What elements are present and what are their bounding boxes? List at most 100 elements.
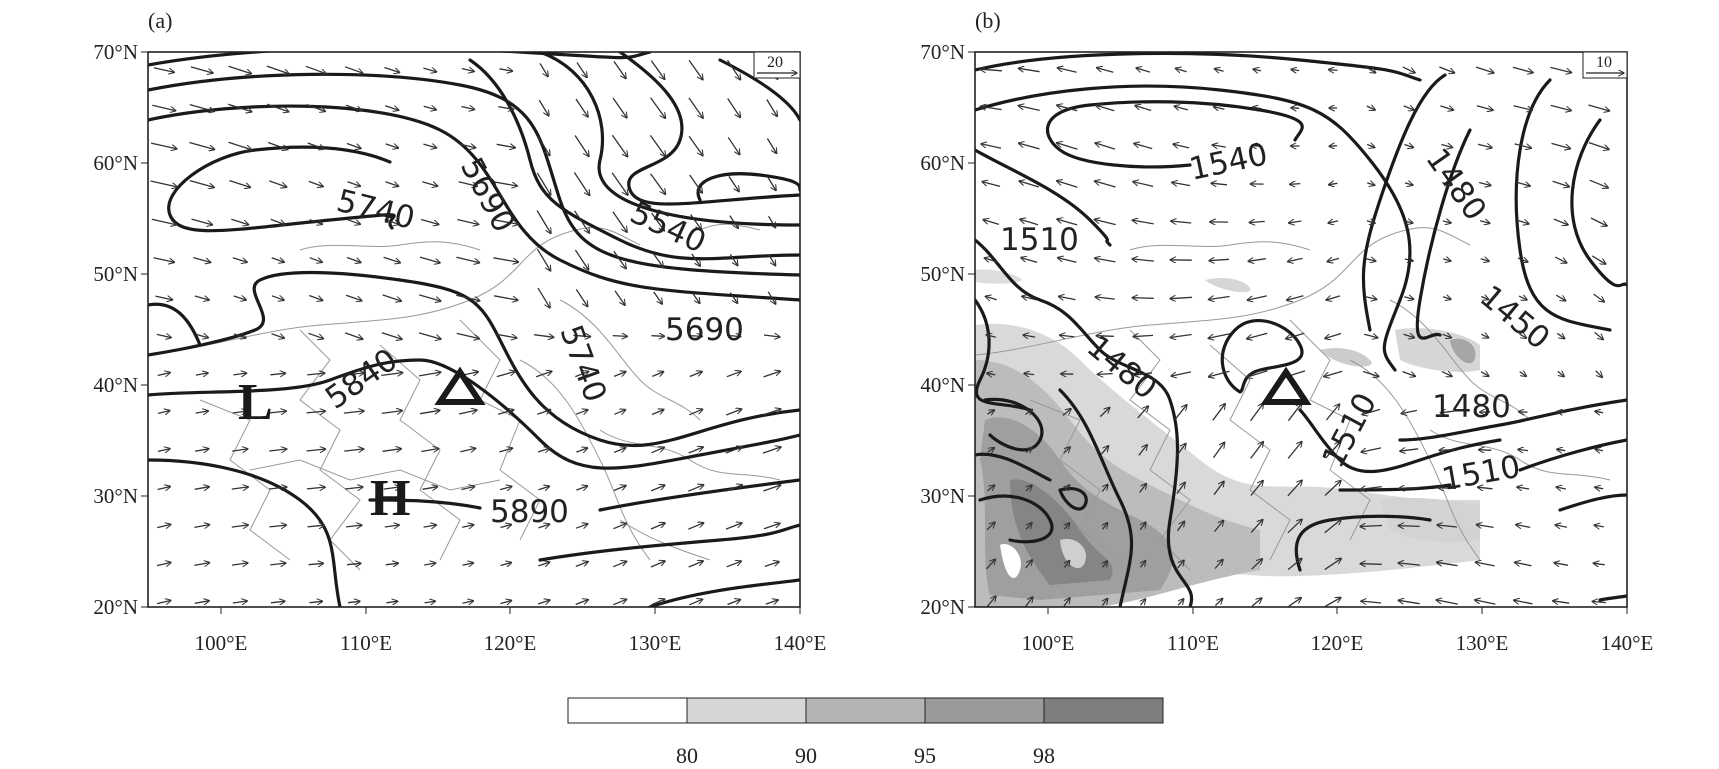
- wind-arrow: [1064, 561, 1069, 568]
- wind-arrow: [1018, 106, 1040, 112]
- contour-label: 1480: [1418, 142, 1493, 227]
- wind-arrow: [1362, 408, 1381, 414]
- wind-arrow: [1025, 523, 1032, 530]
- wind-arrow: [423, 144, 436, 148]
- wind-arrow: [345, 294, 362, 301]
- wind-arrow: [727, 136, 740, 154]
- wind-arrow: [1476, 525, 1494, 528]
- colorbar-segment: [805, 697, 926, 724]
- wind-arrow: [457, 218, 478, 225]
- wind-arrow: [535, 371, 552, 378]
- wind-arrow: [538, 486, 550, 490]
- wind-arrow: [499, 448, 512, 452]
- x-tick-label: 120°E: [484, 631, 537, 655]
- wind-arrow: [456, 256, 479, 262]
- wind-arrow: [729, 292, 737, 304]
- wind-arrow: [1139, 522, 1146, 531]
- wind-arrow: [1442, 259, 1451, 261]
- wind-arrow: [494, 333, 517, 338]
- wind-arrow: [419, 256, 440, 263]
- wind-arrow: [1214, 107, 1225, 110]
- wind-arrow: [1404, 297, 1413, 300]
- wind-arrow: [233, 373, 246, 375]
- y-tick-label: 50°N: [920, 262, 965, 286]
- wind-arrow: [1175, 68, 1187, 71]
- wind-arrow: [1516, 525, 1531, 528]
- wind-arrow: [764, 562, 779, 568]
- wind-arrow: [612, 97, 627, 118]
- wind-arrow: [1512, 66, 1533, 72]
- wind-arrow: [496, 371, 515, 378]
- wind-arrow: [151, 218, 176, 224]
- wind-arrow: [229, 179, 251, 188]
- wind-arrow: [537, 287, 550, 308]
- wind-arrow: [270, 218, 285, 224]
- wind-arrow: [1404, 145, 1414, 148]
- wind-arrow: [1288, 598, 1302, 607]
- wind-arrow: [1437, 562, 1458, 565]
- wind-arrow: [1439, 450, 1455, 451]
- wind-arrow: [1324, 598, 1341, 607]
- wind-arrow: [1329, 183, 1338, 184]
- wind-arrow: [270, 563, 286, 565]
- wind-arrow: [1286, 332, 1305, 339]
- wind-arrow: [1557, 449, 1566, 450]
- wind-arrow: [652, 372, 663, 377]
- wind-arrow: [496, 144, 516, 147]
- wind-arrow: [1176, 482, 1185, 495]
- wind-arrow: [1172, 182, 1191, 185]
- wind-arrow: [344, 449, 363, 451]
- wind-arrow: [462, 563, 474, 565]
- wind-arrow: [1103, 523, 1108, 530]
- wind-arrow: [538, 562, 549, 566]
- wind-arrow: [650, 173, 666, 195]
- y-axis-a: 70°N 60°N 50°N 40°N 30°N 20°N: [93, 40, 148, 619]
- wind-arrow: [231, 218, 248, 225]
- reference-vector-label: 20: [767, 54, 783, 71]
- wind-arrow: [1021, 258, 1038, 264]
- wind-arrow: [1365, 66, 1375, 73]
- panel-label: (b): [975, 8, 1001, 33]
- wind-arrow: [574, 249, 588, 270]
- wind-arrow: [650, 97, 666, 119]
- wind-vectors-a: [150, 59, 782, 606]
- wind-arrow: [689, 336, 703, 337]
- wind-arrow: [689, 174, 703, 193]
- wind-arrow: [1249, 221, 1265, 222]
- wind-arrow: [537, 448, 550, 452]
- x-tick-label: 100°E: [1022, 631, 1075, 655]
- wind-arrow: [575, 562, 588, 568]
- wind-arrow: [307, 142, 325, 149]
- wind-arrow: [269, 449, 287, 451]
- wind-arrow: [1250, 403, 1264, 422]
- wind-arrow: [456, 332, 480, 338]
- wind-arrow: [1437, 525, 1457, 527]
- contours-b: [975, 52, 1627, 607]
- colorbar: 80 90 95 98: [567, 697, 1164, 768]
- wind-arrow: [421, 449, 438, 452]
- wind-arrow: [1133, 335, 1154, 336]
- wind-arrow: [1441, 145, 1452, 148]
- wind-arrow: [270, 601, 285, 603]
- wind-arrow: [1514, 143, 1532, 148]
- wind-arrow: [1555, 525, 1568, 527]
- wind-arrow: [1289, 221, 1302, 223]
- wind-arrow: [576, 62, 587, 78]
- wind-arrow: [1403, 334, 1415, 337]
- contour-label: 5690: [453, 152, 522, 239]
- wind-arrow: [576, 486, 587, 490]
- wind-arrow: [461, 107, 474, 110]
- wind-arrow: [385, 181, 398, 186]
- wind-arrow: [346, 256, 361, 263]
- wind-arrow: [1438, 488, 1457, 489]
- wind-arrow: [498, 410, 514, 415]
- wind-arrow: [1513, 105, 1533, 111]
- wind-arrow: [1025, 448, 1032, 453]
- wind-arrow: [689, 372, 702, 378]
- wind-arrow: [1517, 487, 1530, 489]
- y-tick-label: 70°N: [920, 40, 965, 64]
- wind-arrow: [386, 601, 397, 603]
- wind-arrow: [305, 65, 326, 73]
- wind-arrow: [195, 449, 209, 451]
